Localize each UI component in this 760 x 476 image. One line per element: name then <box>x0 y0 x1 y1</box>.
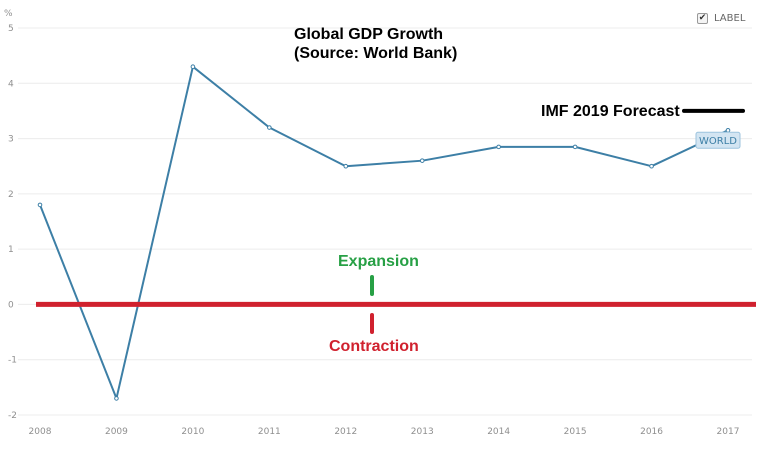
data-point[interactable] <box>496 144 501 150</box>
y-tick-label: -2 <box>8 411 17 421</box>
x-tick-label: 2010 <box>181 427 204 437</box>
data-point[interactable] <box>190 64 196 69</box>
data-point[interactable] <box>37 202 43 208</box>
contraction-label: Contraction <box>329 338 419 355</box>
x-tick-label: 2017 <box>717 427 740 437</box>
y-axis-label: % <box>4 9 13 19</box>
y-tick-label: -1 <box>8 356 17 366</box>
data-point[interactable] <box>725 127 731 133</box>
label-toggle[interactable]: ✔ LABEL <box>697 11 745 25</box>
series-line <box>39 65 729 400</box>
chart-title: Global GDP Growth <box>294 26 443 43</box>
grid-lines <box>18 27 752 416</box>
contraction-annotation: Contraction <box>329 313 419 355</box>
data-point[interactable] <box>649 163 654 169</box>
y-tick-label: 1 <box>8 245 14 255</box>
label-toggle-text: LABEL <box>714 12 746 24</box>
y-tick-label: 2 <box>8 190 14 200</box>
forecast-annotation: IMF 2019 Forecast <box>541 103 745 120</box>
x-tick-label: 2015 <box>564 427 587 437</box>
x-tick-label: 2009 <box>105 427 128 437</box>
x-tick-label: 2014 <box>487 427 510 437</box>
x-tick-label: 2008 <box>29 427 52 437</box>
x-tick-label: 2011 <box>258 427 281 437</box>
forecast-label: IMF 2019 Forecast <box>541 103 680 120</box>
x-tick-label: 2016 <box>640 427 663 437</box>
label-checkbox[interactable]: ✔ <box>697 12 708 24</box>
y-tick-label: 3 <box>8 135 14 145</box>
x-tick-label: 2013 <box>411 427 434 437</box>
series-label-text: WORLD <box>699 136 737 147</box>
data-point[interactable] <box>572 144 578 150</box>
y-axis-ticks: 5 4 3 2 1 0 -1 -2 <box>8 24 17 421</box>
y-tick-label: 4 <box>8 79 14 89</box>
chart-subtitle: (Source: World Bank) <box>294 45 457 62</box>
series-label-box <box>695 131 741 149</box>
y-tick-label: 5 <box>8 24 14 34</box>
data-point[interactable] <box>343 163 349 169</box>
data-point[interactable] <box>114 396 119 401</box>
data-point[interactable] <box>267 125 272 130</box>
series-label-world: WORLD <box>695 131 741 149</box>
expansion-label: Expansion <box>338 253 419 270</box>
data-point[interactable] <box>419 158 425 163</box>
x-tick-label: 2012 <box>334 427 357 437</box>
y-tick-label: 0 <box>8 300 14 310</box>
expansion-annotation: Expansion <box>338 253 419 296</box>
x-axis-ticks: 2008 2009 2010 2011 2012 2013 2014 2015 2016 2017 <box>29 427 740 437</box>
